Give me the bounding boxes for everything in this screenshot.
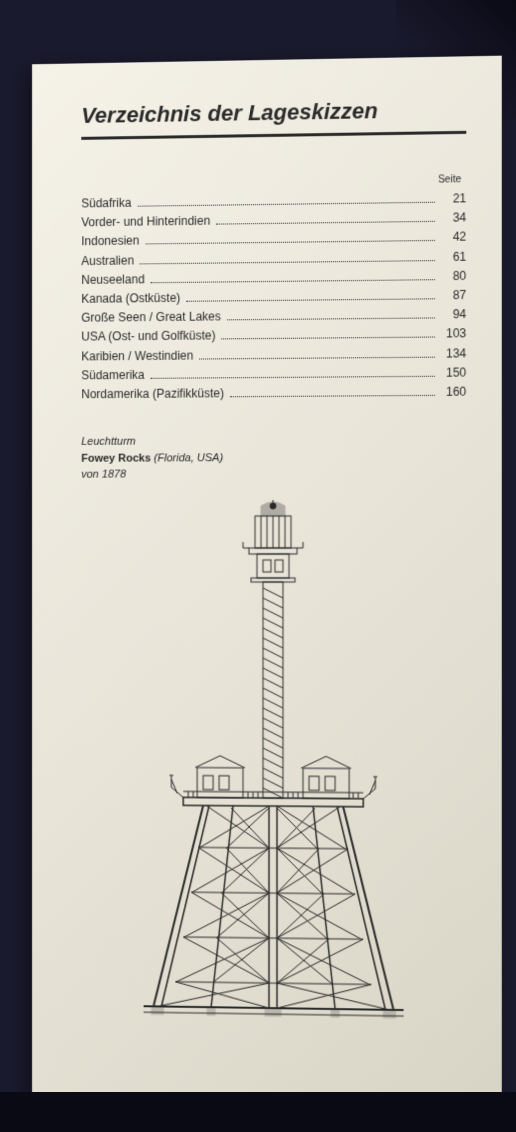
toc-leader-dots <box>186 298 435 301</box>
toc-row: Nordamerika (Pazifikküste) 160 <box>81 382 466 404</box>
toc-entry-page: 160 <box>441 382 466 401</box>
toc-entry-label: Australien <box>81 251 134 271</box>
toc-entry-label: Große Seen / Great Lakes <box>81 308 221 328</box>
toc-entry-label: Indonesien <box>81 232 139 252</box>
toc-leader-dots <box>227 318 435 321</box>
toc-leader-dots <box>140 260 435 264</box>
toc-entry-page: 80 <box>441 267 466 287</box>
toc-entry-page: 87 <box>441 286 466 306</box>
toc-entry-page: 150 <box>441 363 466 383</box>
toc-leader-dots <box>230 395 435 397</box>
toc-entry-page: 34 <box>441 209 466 229</box>
toc-entry-page: 94 <box>441 305 466 325</box>
toc-row: Südamerika 150 <box>81 363 466 385</box>
title-section: Verzeichnis der Lageskizzen <box>81 97 466 140</box>
toc-leader-dots <box>151 279 435 283</box>
toc-column-header: Seite <box>81 174 466 190</box>
table-of-contents: Seite Südafrika 21 Vorder- und Hinterindie… <box>81 174 466 404</box>
toc-leader-dots <box>151 375 435 378</box>
toc-entry-label: Vorder- und Hinterindien <box>81 212 210 233</box>
toc-leader-dots <box>145 240 435 244</box>
toc-entry-label: Kanada (Ostküste) <box>81 289 180 309</box>
toc-leader-dots <box>199 356 435 359</box>
toc-leader-dots <box>137 202 435 207</box>
toc-entry-label: Südafrika <box>81 194 131 214</box>
figure-caption: Leuchtturm Fowey Rocks (Florida, USA) vo… <box>81 432 466 483</box>
toc-entry-label: Südamerika <box>81 366 144 386</box>
caption-line1: Leuchtturm <box>81 436 135 448</box>
lighthouse-illustration <box>81 497 466 1021</box>
toc-entry-label: USA (Ost- und Golfküste) <box>81 327 215 347</box>
toc-entry-page: 134 <box>441 344 466 364</box>
book-page: Verzeichnis der Lageskizzen Seite Südafr… <box>32 56 502 1115</box>
toc-entry-page: 21 <box>441 189 466 209</box>
caption-name: Fowey Rocks <box>81 452 151 464</box>
toc-entry-page: 61 <box>441 247 466 267</box>
toc-entry-page: 103 <box>441 324 466 344</box>
toc-entry-label: Nordamerika (Pazifikküste) <box>81 384 224 404</box>
toc-leader-dots <box>216 221 435 225</box>
toc-leader-dots <box>221 337 434 340</box>
toc-entry-page: 42 <box>441 228 466 248</box>
toc-entry-label: Karibien / Westindien <box>81 346 193 366</box>
caption-location: (Florida, USA) <box>151 452 223 464</box>
toc-entry-label: Neuseeland <box>81 270 144 290</box>
page-title: Verzeichnis der Lageskizzen <box>81 97 466 140</box>
caption-year: von 1878 <box>81 469 126 481</box>
lighthouse-drawing <box>133 497 413 1020</box>
